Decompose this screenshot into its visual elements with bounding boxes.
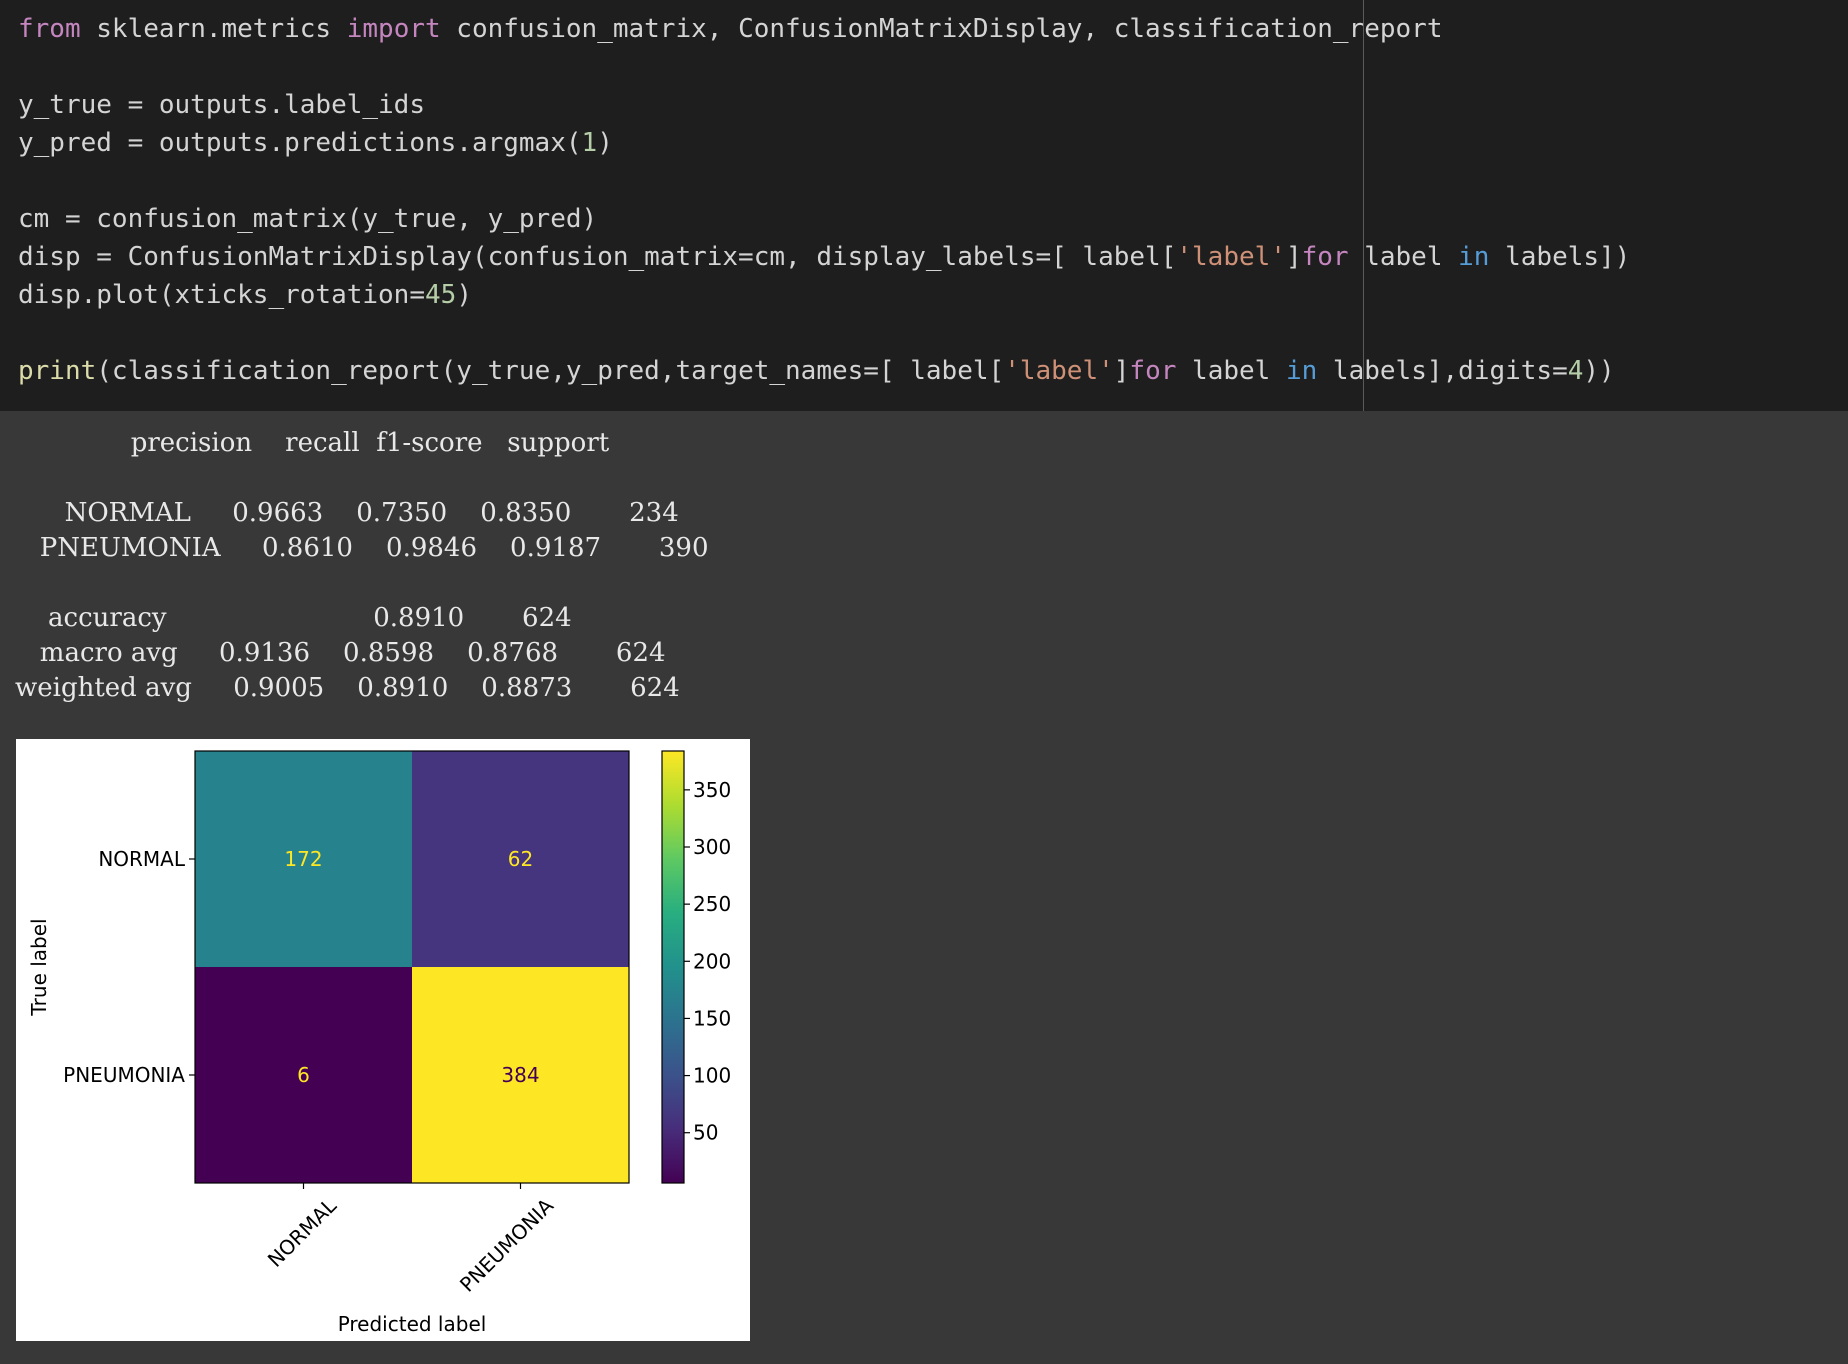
code-token: for [1301,242,1349,272]
colorbar-tick-label: 50 [693,1121,718,1145]
report-line: accuracy 0.8910 624 [15,603,572,633]
code-token: ) [456,280,472,310]
code-line: y_pred = outputs.predictions.argmax(1) [18,124,1630,162]
code-token: labels]) [1489,242,1631,272]
code-token: ] [1285,242,1302,272]
y-tick-label: NORMAL [98,847,186,871]
report-line: PNEUMONIA 0.8610 0.9846 0.9187 390 [15,533,709,563]
code-token: y_true = outputs.label_ids [18,90,425,120]
code-token: ] [1113,356,1130,386]
code-token: label [1348,242,1459,272]
code-token: )) [1583,356,1615,386]
code-token: 4 [1567,356,1584,386]
report-line: NORMAL 0.9663 0.7350 0.8350 234 [15,498,679,528]
code-token: confusion_matrix, ConfusionMatrixDisplay… [440,14,1443,44]
code-token: from [18,14,81,44]
code-editor[interactable]: from sklearn.metrics import confusion_ma… [18,10,1630,390]
cell-value-label: 62 [508,847,533,871]
code-token: 45 [425,280,457,310]
y-axis-label: True label [27,918,51,1016]
column-ruler [1363,0,1364,411]
code-token: in [1458,242,1490,272]
code-line: cm = confusion_matrix(y_true, y_pred) [18,200,1630,238]
code-line: disp = ConfusionMatrixDisplay(confusion_… [18,238,1630,276]
x-axis-label: Predicted label [338,1312,487,1336]
report-line: macro avg 0.9136 0.8598 0.8768 624 [15,638,666,668]
heatmap-frame [194,750,630,1184]
cell-value-label: 172 [284,847,322,871]
cell-value-label: 384 [501,1063,539,1087]
report-line [15,461,709,496]
report-line [15,566,709,601]
code-line: disp.plot(xticks_rotation=45) [18,276,1630,314]
code-token: ) [597,128,613,158]
code-token: y_pred = outputs.predictions.argmax( [18,128,582,158]
code-token: disp = ConfusionMatrixDisplay(confusion_… [18,242,1177,272]
cell-value-label: 6 [297,1063,310,1087]
report-line: weighted avg 0.9005 0.8910 0.8873 624 [15,673,680,703]
heatmap-cell [195,751,412,967]
code-line: from sklearn.metrics import confusion_ma… [18,10,1630,48]
code-line: print(classification_report(y_true,y_pre… [18,352,1630,390]
colorbar-tick-label: 250 [693,892,731,916]
code-token: 1 [581,128,598,158]
code-token: import [346,14,441,44]
colorbar-tick-label: 200 [693,949,731,973]
output-area: precision recall f1-score support NORMAL… [0,411,1848,1364]
colorbar-tick-label: 100 [693,1064,731,1088]
heatmap-cell [412,751,629,967]
code-token: disp.plot(xticks_rotation= [18,280,425,310]
classification-report: precision recall f1-score support NORMAL… [15,426,709,706]
code-token: (classification_report(y_true,y_pred,tar… [96,356,1005,386]
x-tick-label: NORMAL [263,1193,342,1272]
code-token: 'label' [1176,242,1286,272]
confusion-matrix-svg: 172 62 6 384 NORMAL PNEUMONIA NORMAL PNEUMONIA P… [27,750,731,1336]
code-token: 'label' [1004,356,1114,386]
code-line [18,48,1630,86]
y-tick-label: PNEUMONIA [63,1063,185,1087]
code-token: print [18,356,97,386]
code-token: in [1285,356,1318,386]
colorbar-tick-label: 300 [693,835,731,859]
heatmap-cell [412,967,629,1183]
code-line: y_true = outputs.label_ids [18,86,1630,124]
code-line [18,314,1630,352]
heatmap-cell [195,967,412,1183]
code-token: label [1176,356,1286,386]
report-line: precision recall f1-score support [15,428,610,458]
colorbar-tick-label: 350 [693,778,731,802]
code-token: labels],digits= [1317,356,1568,386]
code-cell[interactable]: from sklearn.metrics import confusion_ma… [0,0,1848,411]
code-token: cm = confusion_matrix(y_true, y_pred) [18,204,598,234]
confusion-matrix-plot: 172 62 6 384 NORMAL PNEUMONIA NORMAL PNEUMONIA P… [16,739,750,1341]
colorbar [661,750,685,1184]
code-token: for [1129,356,1177,386]
colorbar-tick-label: 150 [693,1006,731,1030]
x-tick-label: PNEUMONIA [455,1193,558,1296]
code-token: sklearn.metrics [80,14,347,44]
code-line [18,162,1630,200]
